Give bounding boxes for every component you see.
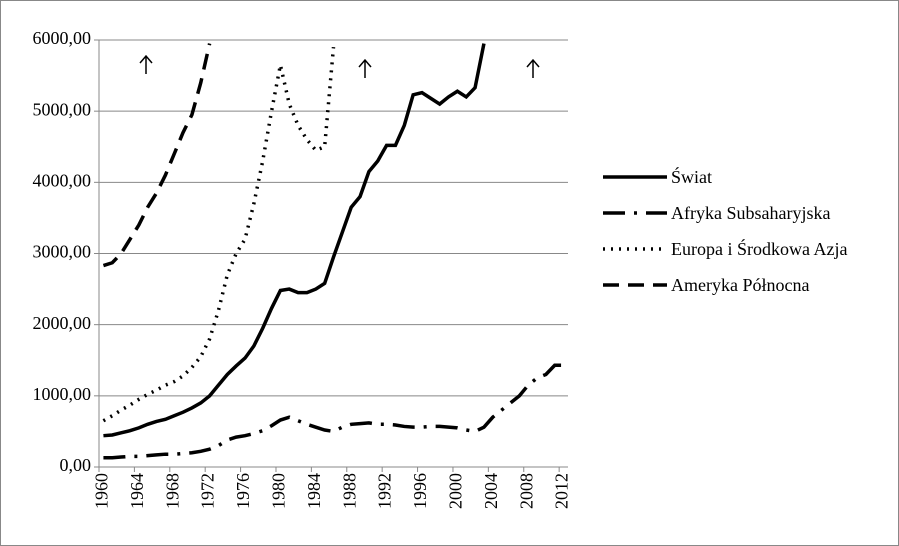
legend-label: Ameryka Północna bbox=[671, 275, 810, 295]
x-tick-label: 2004 bbox=[481, 473, 501, 509]
x-tick-label: 1996 bbox=[410, 473, 430, 509]
y-tick-label: 6000,00 bbox=[33, 28, 92, 48]
x-tick-label: 1976 bbox=[233, 473, 253, 509]
y-tick-label: 2000,00 bbox=[33, 313, 92, 333]
x-tick-label: 1988 bbox=[339, 473, 359, 509]
legend-swatch bbox=[603, 247, 667, 251]
legend-label: Afryka Subsaharyjska bbox=[671, 203, 831, 223]
legend-item: Ameryka Północna bbox=[603, 273, 893, 297]
x-tick-label: 1960 bbox=[92, 473, 112, 509]
y-tick-label: 1000,00 bbox=[33, 384, 92, 404]
x-tick-label: 1964 bbox=[127, 473, 147, 509]
line bbox=[102, 43, 212, 268]
y-tick-label: 4000,00 bbox=[33, 170, 92, 190]
legend-swatch bbox=[603, 211, 667, 215]
x-tick-label: 1992 bbox=[375, 473, 395, 509]
line bbox=[103, 43, 486, 438]
x-tick-label: 2012 bbox=[552, 473, 572, 509]
legend-label: Świat bbox=[671, 167, 713, 187]
x-tick-label: 1984 bbox=[304, 473, 324, 509]
x-tick-label: 1972 bbox=[198, 473, 218, 509]
legend-swatch bbox=[603, 175, 667, 179]
y-tick-label: 3000,00 bbox=[33, 242, 92, 262]
legend-item: Świat bbox=[603, 165, 893, 189]
y-tick-label: 0,00 bbox=[60, 455, 92, 475]
arrow bbox=[139, 54, 540, 78]
legend-item: Afryka Subsaharyjska bbox=[603, 201, 893, 225]
line bbox=[102, 46, 336, 423]
x-tick-label: 1968 bbox=[162, 473, 182, 509]
x-tick-label: 1980 bbox=[269, 473, 289, 509]
x-tick-label: 2008 bbox=[516, 473, 536, 509]
legend-item: Europa i Środkowa Azja bbox=[603, 237, 893, 261]
legend-label: Europa i Środkowa Azja bbox=[671, 239, 848, 259]
legend: Świat Afryka Subsaharyjska Europa i Środko… bbox=[603, 165, 893, 309]
line bbox=[103, 363, 564, 460]
y-tick-label: 5000,00 bbox=[33, 99, 92, 119]
legend-swatch bbox=[603, 283, 667, 287]
x-tick-label: 2000 bbox=[446, 473, 466, 509]
